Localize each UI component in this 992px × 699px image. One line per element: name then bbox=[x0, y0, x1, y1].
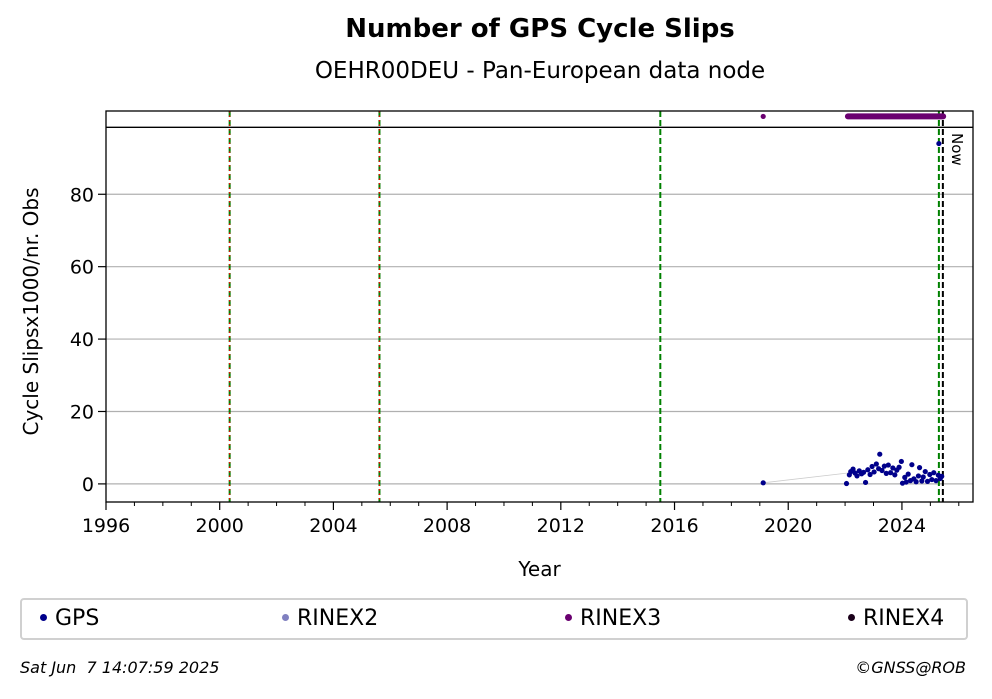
gps-point-11 bbox=[862, 479, 869, 486]
gps-point-32 bbox=[905, 471, 911, 477]
y-tick-label-20: 20 bbox=[70, 401, 94, 423]
gps-point-44 bbox=[929, 476, 935, 483]
x-tick-label-2020: 2020 bbox=[764, 515, 812, 537]
chart-subtitle: OEHR00DEU - Pan-European data node bbox=[314, 58, 766, 84]
gps-point-23 bbox=[887, 470, 894, 476]
x-tick-label-2000: 2000 bbox=[196, 515, 244, 537]
legend-marker-gps bbox=[40, 613, 47, 621]
legend-label-gps: GPS bbox=[55, 606, 100, 631]
gps-point-14 bbox=[869, 463, 875, 470]
legend-label-rinex2: RINEX2 bbox=[297, 606, 379, 631]
legend-marker-rinex3 bbox=[565, 613, 572, 621]
y-tick-label-0: 0 bbox=[82, 474, 94, 496]
gps-point-27 bbox=[896, 464, 902, 470]
gps-point-41 bbox=[922, 468, 928, 475]
legend-item-gps: GPS bbox=[40, 606, 99, 631]
gps-point-34 bbox=[909, 462, 915, 468]
gps-point-37 bbox=[915, 473, 922, 479]
gps-point-2 bbox=[843, 480, 850, 487]
legend-item-rinex2: RINEX2 bbox=[282, 606, 378, 631]
chart-plot: Now 1996 2000 2004 2008 2012 2016 2020 2024 0 20 40… bbox=[19, 110, 974, 581]
legend-label-rinex4: RINEX4 bbox=[863, 606, 945, 631]
gps-point-22 bbox=[885, 462, 891, 468]
plot-frame bbox=[105, 110, 974, 503]
gps-trend-line bbox=[763, 472, 848, 484]
gps-point-40 bbox=[920, 474, 926, 480]
x-tick-label-1996: 1996 bbox=[82, 515, 130, 537]
gps-point-43 bbox=[927, 471, 933, 478]
legend-item-rinex3: RINEX3 bbox=[565, 606, 661, 631]
rinex3-point-0 bbox=[760, 113, 766, 120]
x-tick-label-2016: 2016 bbox=[650, 515, 698, 537]
gps-point-31 bbox=[903, 479, 909, 485]
gps-point-18 bbox=[877, 451, 883, 457]
gps-point-13 bbox=[867, 471, 873, 478]
gps-point-5 bbox=[850, 466, 856, 472]
now-label: Now bbox=[948, 133, 966, 166]
y-tick-label-40: 40 bbox=[70, 329, 94, 351]
gps-point-15 bbox=[871, 469, 877, 475]
legend: GPS RINEX2 RINEX3 RINEX4 bbox=[20, 598, 968, 640]
gps-point-36 bbox=[913, 479, 919, 485]
legend-marker-rinex4 bbox=[848, 613, 855, 621]
gps-point-1 bbox=[936, 140, 942, 147]
legend-marker-rinex2 bbox=[282, 613, 289, 621]
gps-point-30 bbox=[902, 474, 908, 480]
x-axis-label: Year bbox=[517, 557, 561, 581]
footer-credit: ©GNSS@ROB bbox=[855, 658, 966, 677]
gps-point-42 bbox=[924, 478, 931, 484]
y-tick-label-60: 60 bbox=[70, 257, 94, 279]
gps-point-10 bbox=[860, 469, 867, 475]
gps-point-49 bbox=[939, 473, 945, 479]
gps-point-46 bbox=[933, 478, 939, 484]
legend-label-rinex3: RINEX3 bbox=[580, 606, 662, 631]
gps-point-45 bbox=[931, 470, 937, 476]
gps-point-7 bbox=[854, 473, 860, 479]
gps-point-16 bbox=[873, 461, 879, 467]
gps-point-20 bbox=[881, 463, 887, 469]
x-tick-label-2012: 2012 bbox=[537, 515, 585, 537]
x-tick-label-2024: 2024 bbox=[878, 515, 926, 537]
gps-point-21 bbox=[883, 470, 889, 476]
legend-item-rinex4: RINEX4 bbox=[848, 606, 944, 631]
x-tick-label-2008: 2008 bbox=[423, 515, 471, 537]
gps-point-39 bbox=[919, 478, 925, 484]
chart-title: Number of GPS Cycle Slips bbox=[345, 14, 735, 44]
y-tick-label-80: 80 bbox=[70, 184, 94, 206]
gps-point-19 bbox=[879, 467, 885, 474]
gps-point-25 bbox=[892, 472, 898, 478]
gps-point-28 bbox=[898, 458, 904, 465]
gps-point-38 bbox=[916, 465, 923, 471]
gps-point-24 bbox=[890, 465, 896, 471]
gps-point-0 bbox=[760, 480, 766, 486]
y-axis-label: Cycle Slipsx1000/nr. Obs bbox=[19, 187, 43, 435]
x-tick-label-2004: 2004 bbox=[309, 515, 357, 537]
footer-timestamp: Sat Jun 7 14:07:59 2025 bbox=[20, 658, 220, 677]
gps-point-12 bbox=[865, 467, 871, 473]
